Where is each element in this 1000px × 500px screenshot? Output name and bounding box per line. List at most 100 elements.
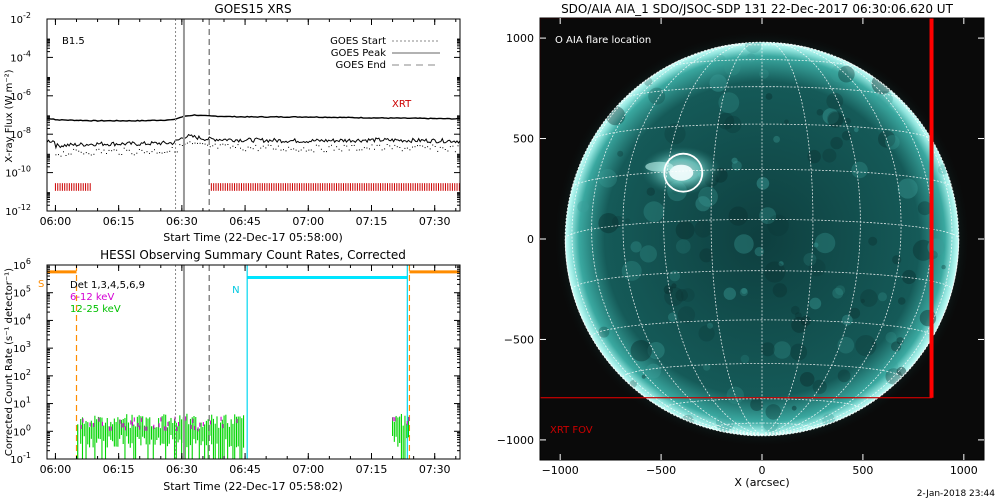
x-tick-label: 07:00: [292, 215, 324, 228]
y-tick-label: 10-8: [10, 126, 31, 141]
y-tick-base: 10: [13, 289, 26, 300]
y-tick-base: 10: [10, 15, 23, 26]
goes-short-dot: [434, 146, 436, 147]
y-tick-label: −1000: [497, 434, 534, 447]
y-tick-label: 101: [13, 396, 31, 411]
goes-short-dot: [123, 147, 125, 149]
y-tick-label: 10-1: [10, 451, 31, 466]
solar-disk: [565, 42, 959, 436]
aia-flare-location-label: O AIA flare location: [555, 35, 651, 46]
surface-patch: [878, 292, 887, 302]
goes-short-dot: [250, 147, 252, 149]
goes-short-dot: [333, 149, 335, 151]
surface-patch: [778, 261, 784, 267]
surface-patch: [717, 112, 735, 130]
surface-patch: [791, 316, 808, 333]
goes-short-dot: [103, 149, 105, 151]
goes-short-dot: [146, 151, 148, 153]
y-tick-exponent: -12: [18, 203, 31, 212]
surface-patch: [826, 92, 844, 110]
y-tick-label: 10-6: [10, 88, 31, 103]
meridian: [622, 43, 763, 436]
goes-short-dot: [442, 147, 444, 149]
surface-patch: [598, 326, 610, 338]
parallel: [663, 398, 861, 409]
goes-short-dot: [422, 145, 424, 147]
goes-short-dot: [353, 144, 355, 146]
surface-patch: [676, 239, 691, 254]
y-tick-base: 10: [13, 344, 26, 355]
surface-patch: [791, 405, 797, 411]
goes-short-dot: [237, 144, 239, 146]
surface-patch: [577, 200, 589, 213]
goes-short-dot: [118, 153, 120, 155]
goes-short-dot: [298, 150, 300, 152]
goes-short-dot: [341, 150, 343, 152]
aia-panel: SDO/AIA AIA_1 SDO/JSOC-SDP 131 22-Dec-20…: [497, 2, 985, 489]
surface-patch: [816, 109, 824, 116]
x-tick-label: 1000: [950, 464, 978, 477]
goes-short-dot: [452, 145, 454, 147]
y-tick-exponent: -10: [18, 165, 31, 174]
flare-brightening: [641, 146, 722, 195]
goes-short-dot: [449, 146, 451, 148]
surface-patch: [707, 322, 713, 329]
hessi-panel: HESSI Observing Summary Count Rates, Cor…: [4, 248, 461, 493]
hessi-y-label: Corrected Count Rate (s⁻¹ detector⁻¹): [4, 268, 15, 456]
goes-short-dot: [404, 147, 406, 149]
surface-patch: [681, 288, 695, 302]
hessi-legend-det: Det 1,3,4,5,6,9: [70, 280, 145, 291]
surface-patch: [912, 239, 934, 261]
surface-patch: [849, 307, 861, 319]
goes-short-dot: [326, 151, 327, 153]
meridian: [663, 42, 763, 436]
goes-short-dot: [245, 150, 247, 152]
y-tick-base: 10: [5, 169, 18, 180]
surface-patch: [643, 201, 665, 223]
surface-patch: [851, 161, 868, 179]
goes-xrt-bars: [54, 183, 460, 191]
goes-short-dot: [406, 147, 408, 149]
goes-short-dot: [58, 154, 59, 156]
goes-plot-area: [47, 19, 460, 211]
surface-patch: [772, 283, 788, 298]
goes-short-dot: [396, 146, 398, 148]
goes-short-dot: [265, 147, 267, 149]
parallel: [591, 319, 933, 337]
surface-patch: [837, 336, 855, 354]
hessi-title: HESSI Observing Summary Count Rates, Cor…: [100, 248, 406, 262]
goes-short-dot: [194, 142, 196, 144]
goes-short-dot: [432, 144, 434, 146]
goes-short-dot: [55, 154, 57, 156]
goes-short-dot: [78, 150, 80, 152]
surface-patch: [750, 398, 764, 411]
goes-short-dot: [444, 149, 446, 150]
surface-patch: [647, 342, 665, 360]
surface-patch: [645, 363, 661, 379]
parallel: [564, 219, 960, 240]
goes-short-dot: [197, 142, 198, 144]
y-tick-base: 10: [13, 372, 26, 383]
parallel: [592, 123, 932, 140]
goes-short-dot: [356, 149, 358, 151]
surface-patch: [855, 335, 877, 357]
y-tick-base: 10: [13, 400, 26, 411]
goes-short-dot: [73, 148, 75, 150]
surface-patch: [624, 218, 631, 224]
surface-patch: [759, 69, 769, 79]
goes-short-dot: [384, 148, 386, 150]
goes-short-dot: [164, 152, 166, 153]
goes-x-axis: 06:00 06:15 06:30 06:45 07:00 07:15 07:30: [40, 19, 457, 228]
goes-short-dot: [161, 152, 163, 154]
goes-short-dot: [159, 152, 161, 154]
goes-short-dot: [80, 151, 82, 153]
surface-patch: [794, 312, 802, 320]
goes-short-dot: [429, 148, 431, 150]
y-tick-exponent: 3: [26, 340, 31, 349]
surface-patch: [760, 342, 775, 357]
surface-patch: [897, 178, 918, 199]
goes-short-dot: [303, 147, 305, 149]
surface-patch: [764, 261, 786, 283]
surface-patch: [716, 413, 734, 432]
goes-short-dot: [70, 153, 72, 155]
